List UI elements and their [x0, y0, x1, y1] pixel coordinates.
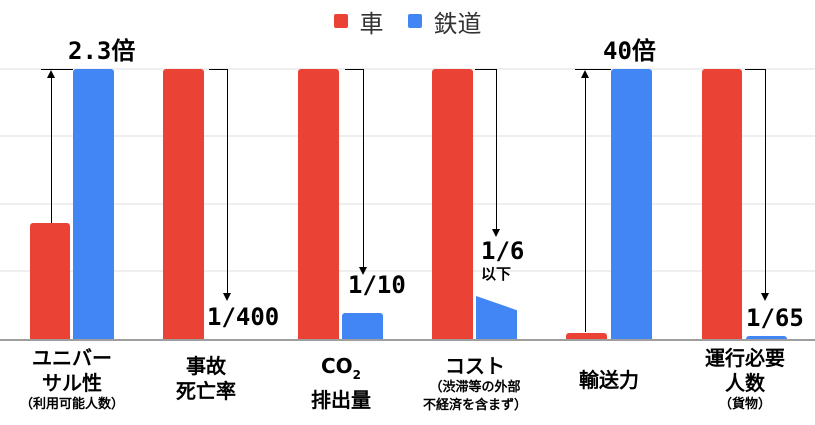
category-label-staff: 運行必要 人数 （貨物）	[705, 346, 785, 412]
category-label-cost: コスト （渋滞等の外部 不経済を含まず）	[422, 354, 527, 413]
bar-rail-staff	[746, 336, 787, 339]
bar-car-capacity	[566, 333, 607, 339]
gridline-100	[0, 68, 815, 70]
annotation-arrow-shaft	[496, 69, 497, 231]
category-label-co2: CO2 排出量	[311, 354, 371, 412]
rail-swatch-icon	[407, 14, 422, 28]
annotation-capacity: 40倍	[603, 37, 656, 65]
annotation-arrow-shaft	[585, 72, 586, 332]
annotation-co2: 1/10	[348, 271, 406, 299]
annotation-leader	[475, 69, 497, 70]
annotation-leader	[745, 69, 766, 70]
annotation-arrow-shaft	[51, 72, 52, 223]
annotation-leader	[575, 69, 611, 70]
bar-rail-universality	[73, 69, 114, 339]
annotation-cost-sub: 以下	[481, 265, 512, 283]
annotation-staff: 1/65	[746, 304, 804, 332]
legend-label-rail: 鉄道	[433, 9, 482, 38]
annotation-arrow-shaft	[765, 69, 766, 295]
legend-item-rail: 鉄道	[407, 4, 482, 39]
bar-car-staff	[702, 69, 742, 339]
gridline-25	[0, 270, 815, 272]
arrow-up-icon	[47, 70, 55, 78]
bar-rail-capacity	[611, 69, 652, 339]
arrow-down-icon	[761, 293, 769, 301]
bar-rail-cost	[476, 296, 517, 339]
legend: 車 鉄道	[0, 4, 815, 38]
annotation-arrow-shaft	[227, 69, 228, 295]
gridline-75	[0, 135, 815, 137]
bar-car-fatality	[163, 69, 204, 339]
bar-car-co2	[298, 69, 339, 339]
annotation-leader	[41, 69, 73, 70]
annotation-leader	[345, 69, 364, 70]
bar-rail-co2	[342, 313, 383, 339]
annotation-cost: 1/6	[481, 237, 525, 265]
bar-car-universality	[30, 223, 70, 339]
arrow-down-icon	[223, 293, 231, 301]
gridline-50	[0, 203, 815, 205]
bar-car-cost	[432, 69, 473, 339]
x-axis-baseline	[0, 339, 815, 341]
legend-label-car: 車	[359, 9, 384, 38]
annotation-leader	[209, 69, 228, 70]
arrow-down-icon	[492, 229, 500, 237]
legend-item-car: 車	[333, 4, 384, 39]
category-label-universality: ユニバー サル性 （利用可能人数）	[19, 346, 124, 412]
annotation-fatality: 1/400	[207, 303, 280, 331]
category-label-fatality: 事故 死亡率	[176, 354, 236, 403]
arrow-up-icon	[581, 70, 589, 78]
arrow-down-icon	[359, 267, 367, 275]
annotation-universality: 2.3倍	[68, 37, 136, 65]
car-swatch-icon	[333, 14, 348, 28]
category-label-capacity: 輸送力	[579, 368, 639, 392]
annotation-arrow-shaft	[363, 69, 364, 269]
